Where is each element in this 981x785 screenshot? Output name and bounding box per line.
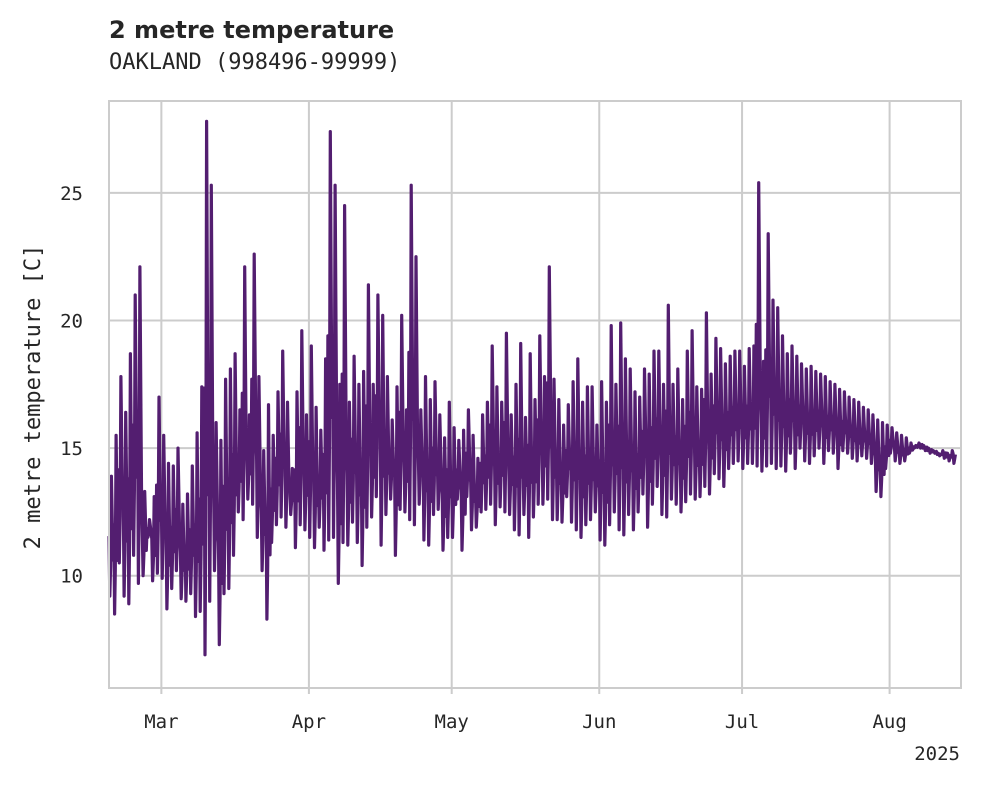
x-tick-label: May <box>435 711 469 733</box>
x-tick-label: Apr <box>292 711 326 733</box>
x-tick-label: Mar <box>144 711 178 733</box>
y-axis-label: 2 metre temperature [C] <box>21 245 46 550</box>
x-tick-label: Jul <box>725 711 759 733</box>
chart-subtitle: OAKLAND (998496-99999) <box>109 50 401 75</box>
x-tick-labels: Mar Apr May Jun Jul Aug <box>144 711 907 733</box>
year-label: 2025 <box>914 743 960 765</box>
y-tick-label: 15 <box>60 438 83 460</box>
y-tick-labels: 10 15 20 25 <box>60 183 83 588</box>
grid-lines <box>109 101 961 694</box>
plot-frame <box>108 100 962 689</box>
chart-title: 2 metre temperature <box>109 16 395 44</box>
y-tick-label: 20 <box>60 310 83 332</box>
x-tick-label: Jun <box>582 711 616 733</box>
x-tick-label: Aug <box>872 711 906 733</box>
y-tick-label: 10 <box>60 566 83 588</box>
series-lines <box>107 119 957 657</box>
temperature-series-line <box>107 119 957 657</box>
y-tick-label: 25 <box>60 183 83 205</box>
